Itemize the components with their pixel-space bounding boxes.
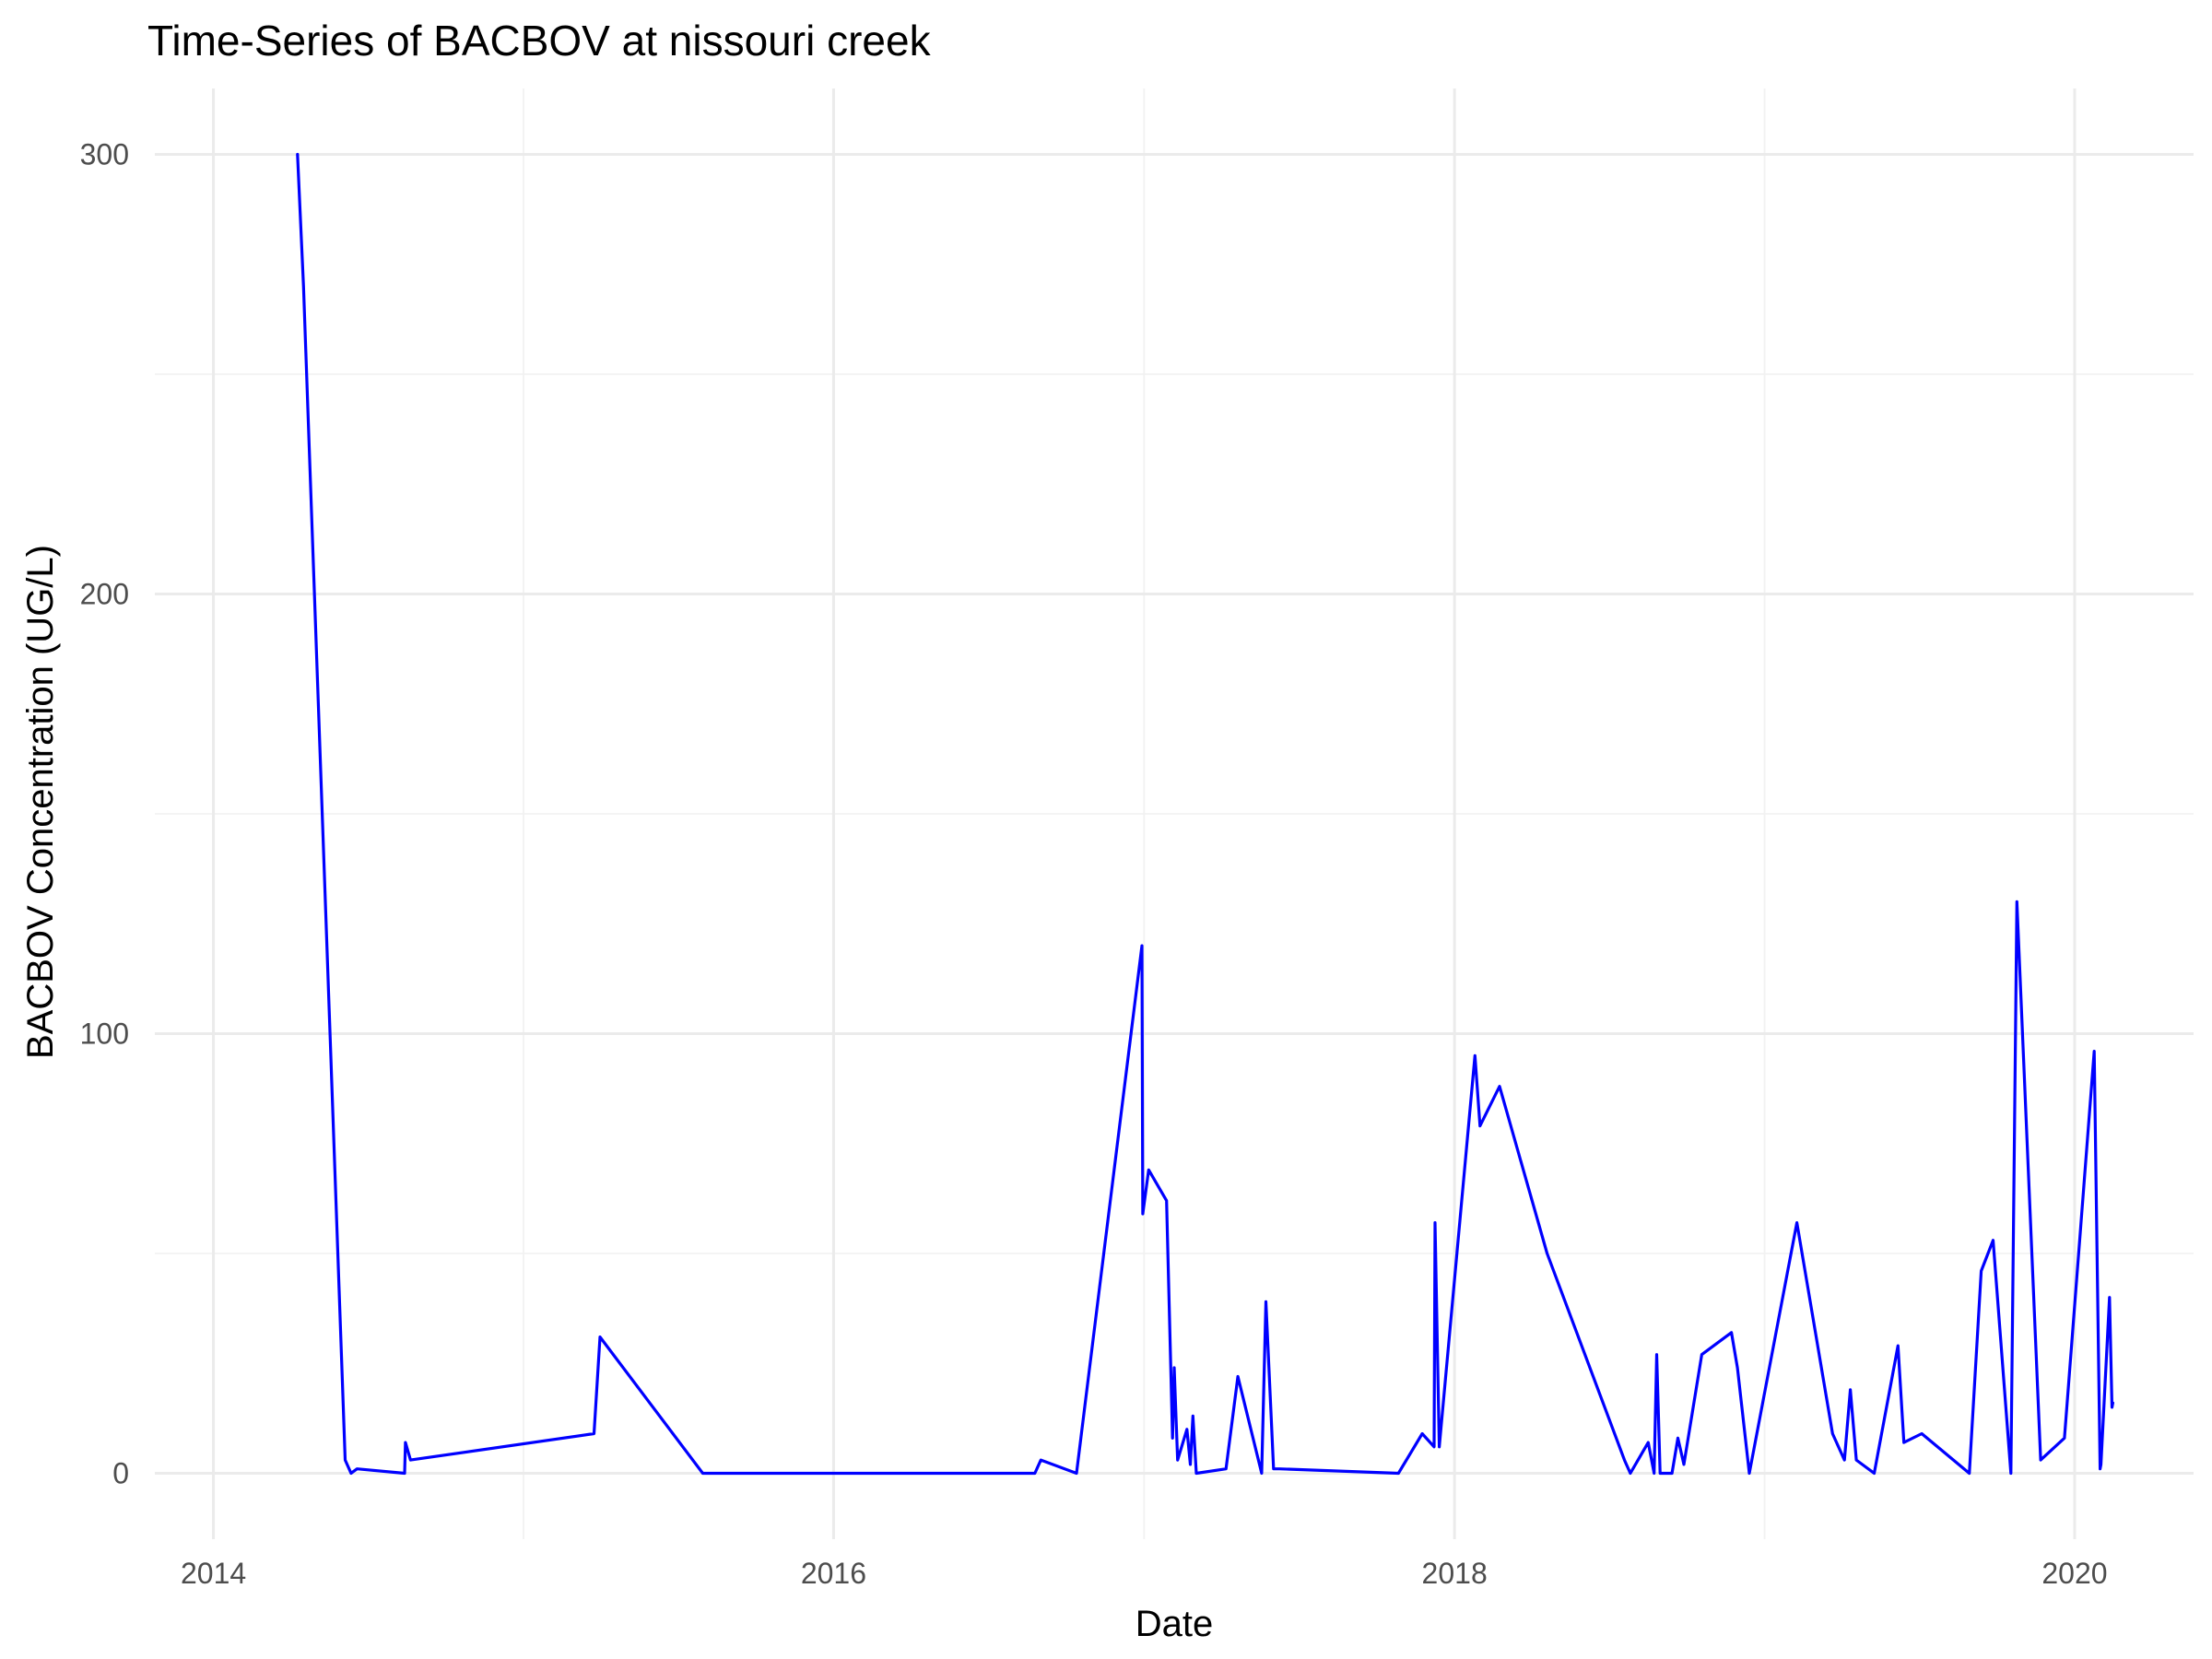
y-tick-label: 300 (80, 138, 129, 171)
y-tick-label: 100 (80, 1017, 129, 1050)
axis-ticks: 0 100 200 300 2014 2016 2018 2020 (80, 138, 2108, 1590)
x-axis-label: Date (1135, 1604, 1214, 1644)
series-line (296, 152, 2114, 1476)
y-axis-label: BACBOV Concentration (UG/L) (20, 545, 61, 1059)
x-tick-label: 2020 (2041, 1557, 2107, 1590)
y-tick-label: 0 (112, 1456, 129, 1489)
chart-title: Time-Series of BACBOV at nissouri creek (147, 17, 932, 65)
x-tick-label: 2018 (1422, 1557, 1488, 1590)
gridlines (155, 88, 2194, 1539)
y-tick-label: 200 (80, 578, 129, 611)
series-layer (296, 152, 2114, 1476)
x-tick-label: 2016 (801, 1557, 866, 1590)
x-tick-label: 2014 (181, 1557, 246, 1590)
